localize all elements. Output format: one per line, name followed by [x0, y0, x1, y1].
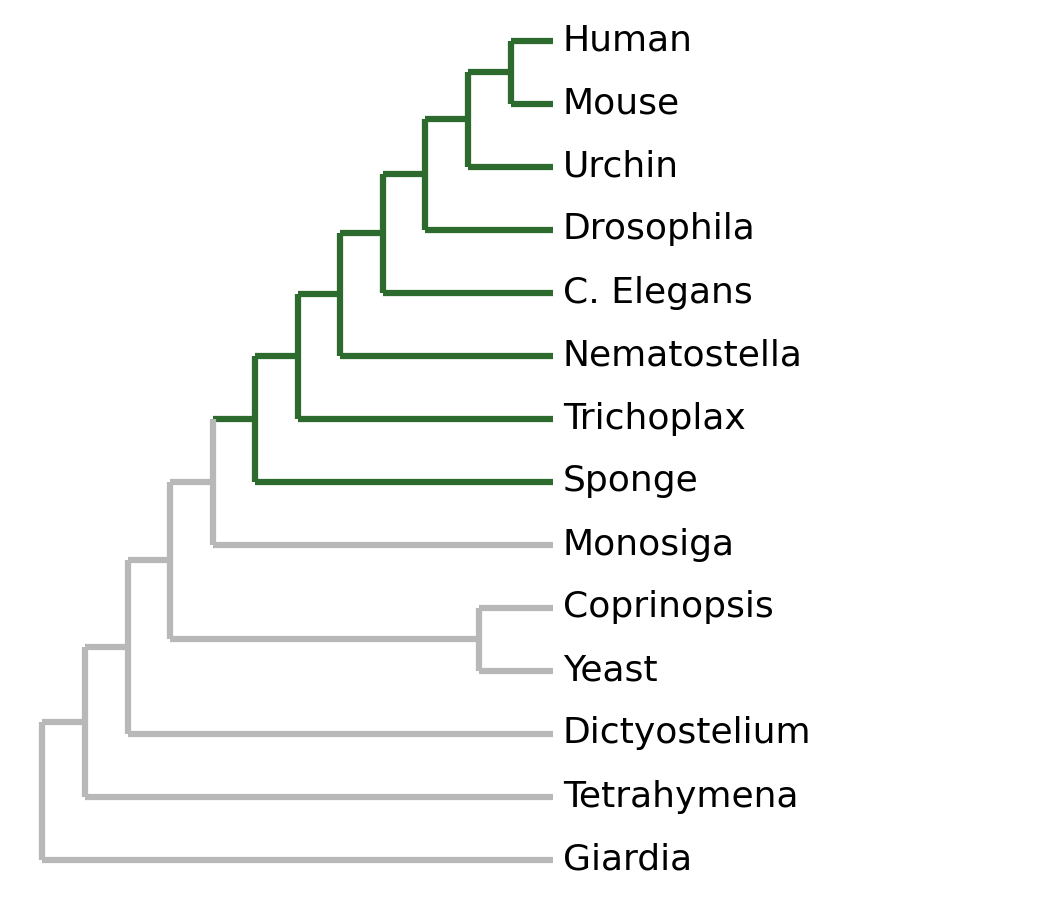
- Text: Nematostella: Nematostella: [562, 338, 802, 373]
- Text: Coprinopsis: Coprinopsis: [562, 590, 773, 625]
- Text: Tetrahymena: Tetrahymena: [562, 779, 798, 814]
- Text: Trichoplax: Trichoplax: [562, 401, 746, 436]
- Text: Yeast: Yeast: [562, 653, 658, 688]
- Text: C. Elegans: C. Elegans: [562, 275, 752, 310]
- Text: Dictyostelium: Dictyostelium: [562, 716, 811, 751]
- Text: Monosiga: Monosiga: [562, 527, 734, 562]
- Text: Drosophila: Drosophila: [562, 212, 755, 247]
- Text: Human: Human: [562, 23, 692, 58]
- Text: Urchin: Urchin: [562, 149, 679, 184]
- Text: Mouse: Mouse: [562, 86, 680, 121]
- Text: Sponge: Sponge: [562, 464, 699, 499]
- Text: Giardia: Giardia: [562, 842, 692, 877]
